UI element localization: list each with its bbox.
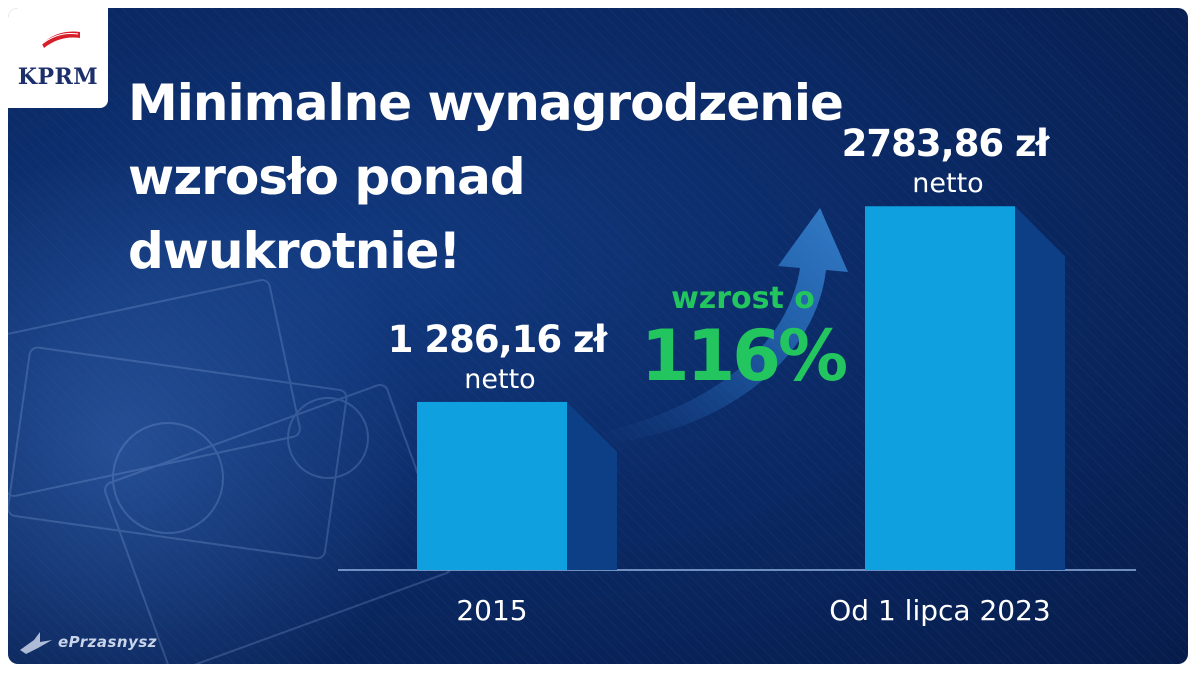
value-unit-1: netto	[464, 364, 535, 395]
category-label-2: Od 1 lipca 2023	[829, 594, 1050, 627]
growth-value: 116%	[641, 315, 846, 397]
flag-swoosh-icon	[41, 31, 80, 48]
bar-side-1	[567, 401, 617, 570]
value-label-1: 1 286,16 zł	[388, 318, 609, 361]
bar-2	[865, 206, 1015, 570]
title-line-2: wzrosło ponad	[128, 148, 526, 206]
value-unit-2: netto	[912, 168, 983, 199]
logo-text: KPRM	[17, 64, 99, 90]
title-line-3: dwukrotnie!	[128, 222, 461, 280]
watermark: ePrzasnysz	[18, 630, 168, 658]
bird-icon	[20, 632, 52, 654]
bar-1	[417, 401, 567, 570]
title-line-1: Minimalne wynagrodzenie	[128, 74, 844, 132]
category-label-1: 2015	[456, 594, 527, 627]
growth-label: wzrost o	[671, 281, 815, 316]
infographic-card: KPRM Minimalne wynagrodzenie wzrosło pon…	[8, 8, 1188, 664]
value-label-2: 2783,86 zł	[842, 122, 1051, 165]
growth-arrow-icon	[602, 208, 848, 444]
page-title: Minimalne wynagrodzenie wzrosło ponad dw…	[128, 66, 844, 288]
watermark-text: ePrzasnysz	[58, 633, 157, 651]
bar-side-2	[1015, 206, 1065, 570]
kprm-logo: KPRM	[8, 8, 108, 108]
